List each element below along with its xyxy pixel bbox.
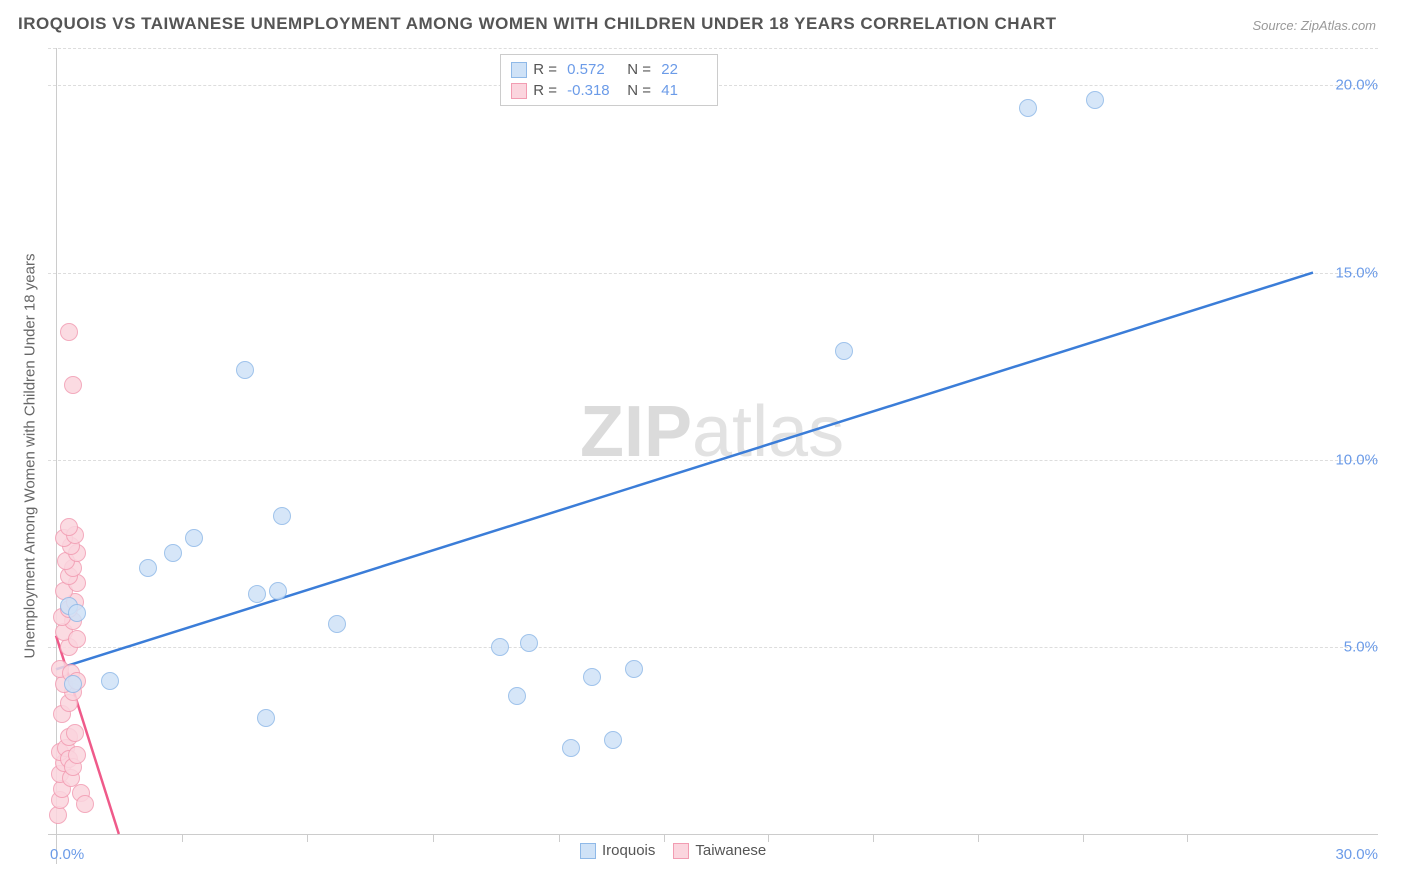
x-axis-line	[48, 834, 1378, 835]
chart-title: IROQUOIS VS TAIWANESE UNEMPLOYMENT AMONG…	[18, 14, 1057, 34]
gridline-h	[48, 48, 1378, 49]
stats-row: R = -0.318 N = 41	[511, 80, 707, 101]
trend-lines	[48, 48, 1378, 864]
y-tick-label: 5.0%	[1344, 638, 1378, 655]
x-minor-tick	[182, 834, 183, 842]
data-point	[835, 342, 853, 360]
data-point	[76, 795, 94, 813]
series-legend: Iroquois Taiwanese	[580, 842, 766, 859]
x-minor-tick	[1083, 834, 1084, 842]
x-minor-tick	[978, 834, 979, 842]
scatter-plot: 5.0%10.0%15.0%20.0%0.0%30.0%ZIPatlasR = …	[48, 48, 1378, 864]
y-axis-line	[56, 48, 57, 864]
data-point	[60, 518, 78, 536]
data-point	[60, 323, 78, 341]
data-point	[625, 660, 643, 678]
x-minor-tick	[664, 834, 665, 842]
legend-swatch	[511, 62, 527, 78]
legend-item: Iroquois	[580, 842, 655, 859]
x-minor-tick	[433, 834, 434, 842]
data-point	[269, 582, 287, 600]
data-point	[1019, 99, 1037, 117]
data-point	[68, 604, 86, 622]
data-point	[520, 634, 538, 652]
stats-n-value: 41	[657, 82, 707, 99]
x-minor-tick	[873, 834, 874, 842]
stats-r-label: R =	[533, 61, 557, 78]
y-tick-label: 20.0%	[1335, 77, 1378, 94]
data-point	[64, 376, 82, 394]
data-point	[248, 585, 266, 603]
data-point	[101, 672, 119, 690]
data-point	[604, 731, 622, 749]
data-point	[328, 615, 346, 633]
y-axis-label: Unemployment Among Women with Children U…	[22, 254, 39, 659]
source-label: Source: ZipAtlas.com	[1252, 18, 1376, 33]
chart-area: Unemployment Among Women with Children U…	[48, 48, 1378, 864]
data-point	[68, 746, 86, 764]
x-minor-tick	[1187, 834, 1188, 842]
legend-label: Taiwanese	[695, 842, 766, 859]
x-minor-tick	[307, 834, 308, 842]
stats-row: R = 0.572 N = 22	[511, 59, 707, 80]
data-point	[64, 675, 82, 693]
data-point	[66, 724, 84, 742]
y-tick-label: 15.0%	[1335, 264, 1378, 281]
data-point	[562, 739, 580, 757]
y-tick-label: 10.0%	[1335, 451, 1378, 468]
data-point	[257, 709, 275, 727]
data-point	[273, 507, 291, 525]
legend-item: Taiwanese	[673, 842, 766, 859]
legend-swatch	[580, 843, 596, 859]
gridline-h	[48, 273, 1378, 274]
x-tick-label: 0.0%	[50, 846, 84, 863]
legend-label: Iroquois	[602, 842, 655, 859]
stats-r-label: R =	[533, 82, 557, 99]
stats-r-value: 0.572	[563, 61, 613, 78]
gridline-h	[48, 647, 1378, 648]
stats-n-label: N =	[619, 82, 651, 99]
data-point	[508, 687, 526, 705]
data-point	[185, 529, 203, 547]
data-point	[164, 544, 182, 562]
data-point	[1086, 91, 1104, 109]
stats-r-value: -0.318	[563, 82, 613, 99]
data-point	[491, 638, 509, 656]
x-minor-tick	[559, 834, 560, 842]
legend-swatch	[673, 843, 689, 859]
x-minor-tick	[768, 834, 769, 842]
data-point	[583, 668, 601, 686]
data-point	[236, 361, 254, 379]
x-tick-label: 30.0%	[1335, 846, 1378, 863]
legend-swatch	[511, 83, 527, 99]
data-point	[68, 630, 86, 648]
stats-n-label: N =	[619, 61, 651, 78]
data-point	[139, 559, 157, 577]
correlation-stats-box: R = 0.572 N = 22R = -0.318 N = 41	[500, 54, 718, 106]
gridline-h	[48, 460, 1378, 461]
stats-n-value: 22	[657, 61, 707, 78]
